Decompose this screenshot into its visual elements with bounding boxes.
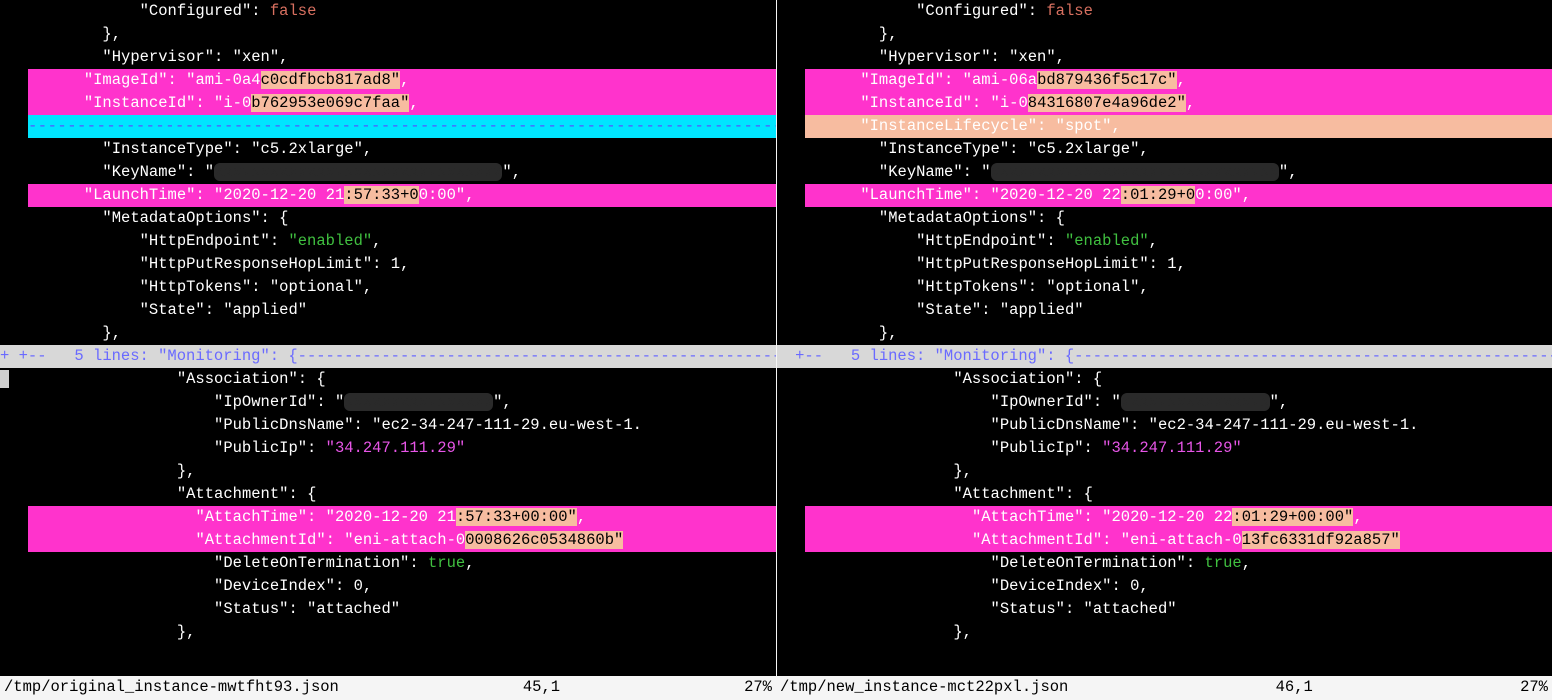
code-line: "HttpEndpoint": "enabled", [777,230,1552,253]
code-line: "IpOwnerId": "xxxxxxxxxxxxxxxx", [0,391,776,414]
code-line: "HttpTokens": "optional", [777,276,1552,299]
code-line: "DeviceIndex": 0, [0,575,776,598]
code-line: "HttpTokens": "optional", [0,276,776,299]
code-line: "InstanceId": "i-0b762953e069c7faa", [0,92,776,115]
status-filename: /tmp/original_instance-mwtfht93.json [4,676,339,700]
code-line: "InstanceType": "c5.2xlarge", [777,138,1552,161]
code-line: "LaunchTime": "2020-12-20 22:01:29+00:00… [777,184,1552,207]
right-pane[interactable]: "Configured": false }, "Hypervisor": "xe… [777,0,1552,676]
status-right: /tmp/new_instance-mct22pxl.json 46,1 27% [776,676,1552,700]
code-line: "DeleteOnTermination": true, [777,552,1552,575]
code-line: "HttpPutResponseHopLimit": 1, [777,253,1552,276]
code-line: "IpOwnerId": "xxxxxxxxxxxxxxxx", [777,391,1552,414]
code-line: "MetadataOptions": { [0,207,776,230]
code-line: }, [777,460,1552,483]
fold-line[interactable]: +-- 5 lines: "Monitoring": {------------… [777,345,1552,368]
vimdiff-split: "Configured": false }, "Hypervisor": "xe… [0,0,1552,676]
code-line: "ImageId": "ami-0a4c0cdfbcb817ad8", [0,69,776,92]
code-line: "PublicIp": "34.247.111.29" [777,437,1552,460]
code-line: "Status": "attached" [777,598,1552,621]
code-line: "DeviceIndex": 0, [777,575,1552,598]
status-position: 46,1 [1276,676,1313,700]
code-line: "Hypervisor": "xen", [777,46,1552,69]
code-line: "DeleteOnTermination": true, [0,552,776,575]
code-line: "AttachmentId": "eni-attach-013fc6331df9… [777,529,1552,552]
code-line: }, [0,460,776,483]
status-percent: 27% [744,676,772,700]
code-line: "HttpPutResponseHopLimit": 1, [0,253,776,276]
code-line: "InstanceId": "i-084316807e4a96de2", [777,92,1552,115]
code-line: "Status": "attached" [0,598,776,621]
code-line: "Association": { [777,368,1552,391]
code-line: "ImageId": "ami-06abd879436f5c17c", [777,69,1552,92]
diff-missing-line: ----------------------------------------… [0,115,776,138]
statusbar: /tmp/original_instance-mwtfht93.json 45,… [0,676,1552,700]
code-line: }, [777,621,1552,644]
code-line: "KeyName": "xxxxxxxxxxxxxxxxxxxxxxxxxxxx… [777,161,1552,184]
status-percent: 27% [1520,676,1548,700]
code-line: "KeyName": "xxxxxxxxxxxxxxxxxxxxxxxxxxxx… [0,161,776,184]
code-line: "PublicDnsName": "ec2-34-247-111-29.eu-w… [0,414,776,437]
fold-line[interactable]: + +-- 5 lines: "Monitoring": {----------… [0,345,776,368]
code-line: }, [0,621,776,644]
code-line: "LaunchTime": "2020-12-20 21:57:33+00:00… [0,184,776,207]
left-pane[interactable]: "Configured": false }, "Hypervisor": "xe… [0,0,776,676]
code-line: "AttachTime": "2020-12-20 22:01:29+00:00… [777,506,1552,529]
code-line: "Configured": false [777,0,1552,23]
code-line: }, [777,322,1552,345]
code-line: "Attachment": { [0,483,776,506]
code-line: }, [0,322,776,345]
code-line: "State": "applied" [0,299,776,322]
code-line: "InstanceLifecycle": "spot", [777,115,1552,138]
code-line: "Hypervisor": "xen", [0,46,776,69]
code-line: "PublicIp": "34.247.111.29" [0,437,776,460]
code-line: "HttpEndpoint": "enabled", [0,230,776,253]
code-line: "Attachment": { [777,483,1552,506]
code-line: "State": "applied" [777,299,1552,322]
status-position: 45,1 [523,676,560,700]
code-line: "AttachTime": "2020-12-20 21:57:33+00:00… [0,506,776,529]
code-line: "AttachmentId": "eni-attach-00008626c053… [0,529,776,552]
status-left: /tmp/original_instance-mwtfht93.json 45,… [0,676,776,700]
code-line: "Configured": false [0,0,776,23]
code-line: "Association": { [0,368,776,391]
status-filename: /tmp/new_instance-mct22pxl.json [780,676,1068,700]
code-line: "InstanceType": "c5.2xlarge", [0,138,776,161]
code-line: }, [0,23,776,46]
code-line: "MetadataOptions": { [777,207,1552,230]
code-line: }, [777,23,1552,46]
code-line: "PublicDnsName": "ec2-34-247-111-29.eu-w… [777,414,1552,437]
